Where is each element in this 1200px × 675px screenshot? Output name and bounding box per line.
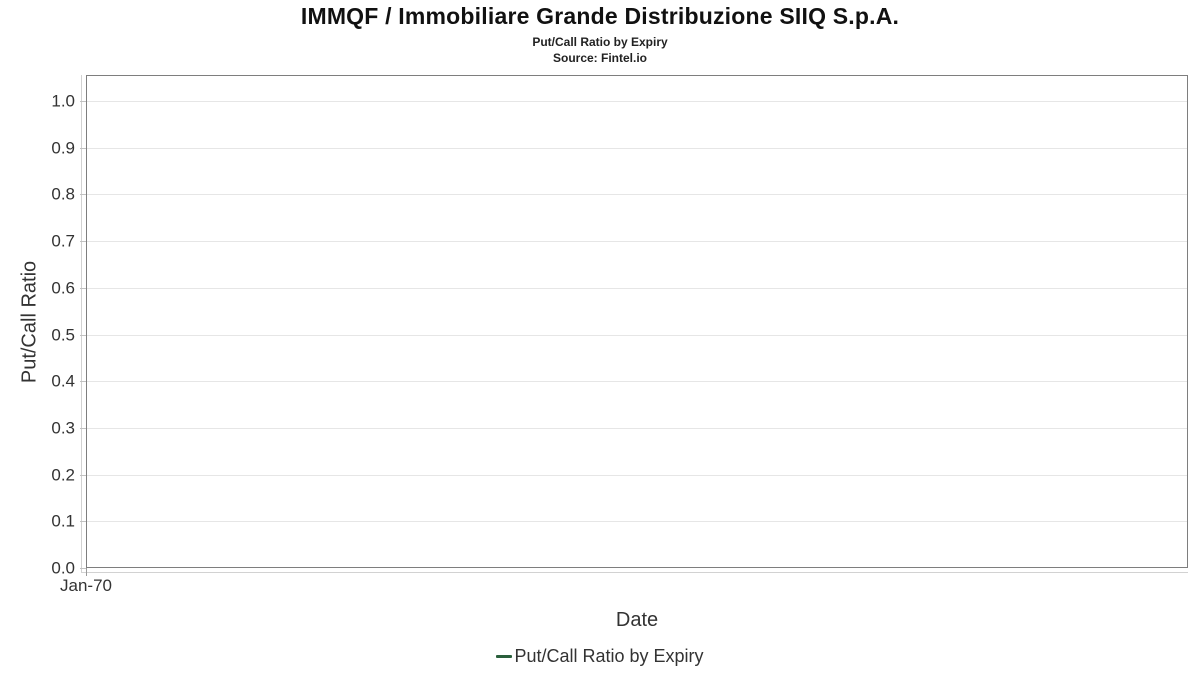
h-gridline xyxy=(86,194,1188,196)
plot-area: 0.0 0.1 0.2 0.3 0.4 0.5 0.6 0.7 0.8 0.9 1.0 Jan-70 xyxy=(51,75,1188,594)
y-tick-mark xyxy=(80,287,86,289)
h-gridline xyxy=(86,147,1188,149)
y-tick-mark xyxy=(80,474,86,476)
y-tick-mark xyxy=(80,101,86,102)
h-gridline xyxy=(86,287,1188,289)
x-tick-mark xyxy=(86,568,87,576)
chart-title: IMMQF / Immobiliare Grande Distribuzione… xyxy=(300,3,900,29)
y-tick-label: 0.0 xyxy=(51,558,75,578)
x-axis-title: Date xyxy=(615,609,659,631)
y-tick-mark xyxy=(80,521,86,523)
h-gridline xyxy=(86,521,1188,523)
h-gridline xyxy=(86,334,1188,336)
legend-item-put-call-ratio[interactable]: Put/Call Ratio by Expiry xyxy=(496,646,704,668)
y-tick-mark xyxy=(80,194,86,196)
x-axis-line xyxy=(81,572,1188,573)
y-tick-mark xyxy=(80,381,86,383)
h-gridline xyxy=(86,381,1188,383)
legend-item-label: Put/Call Ratio by Expiry xyxy=(514,646,704,666)
y-tick-label: 0.2 xyxy=(51,465,75,485)
h-gridline xyxy=(86,474,1188,476)
h-gridline xyxy=(86,101,1188,102)
y-tick-label: 1.0 xyxy=(51,91,75,111)
y-tick-label: 0.4 xyxy=(51,371,75,391)
x-tick-label: Jan-70 xyxy=(60,576,112,595)
chart-subtitle: Put/Call Ratio by Expiry xyxy=(532,35,668,49)
y-axis-line xyxy=(81,75,82,573)
h-gridline xyxy=(86,241,1188,243)
y-tick-label: 0.5 xyxy=(51,325,75,344)
y-axis-title: Put/Call Ratio xyxy=(18,260,41,384)
y-tick-label: 0.1 xyxy=(51,511,75,531)
y-tick-mark xyxy=(80,427,86,429)
y-tick-label: 0.9 xyxy=(51,138,75,158)
y-tick-label: 0.7 xyxy=(51,231,75,251)
y-tick-label: 0.3 xyxy=(51,418,75,438)
y-tick-label: 0.8 xyxy=(51,184,75,204)
series-line-swatch-icon xyxy=(496,655,513,659)
plot-border xyxy=(86,75,1188,568)
y-tick-label: 0.6 xyxy=(51,278,75,298)
legend: Put/Call Ratio by Expiry xyxy=(0,646,1200,668)
y-tick-mark xyxy=(80,568,86,569)
y-tick-mark xyxy=(80,241,86,243)
h-gridline xyxy=(86,427,1188,429)
y-tick-mark xyxy=(80,334,86,336)
chart-source-credit: Source: Fintel.io xyxy=(552,51,647,65)
y-tick-mark xyxy=(80,147,86,149)
